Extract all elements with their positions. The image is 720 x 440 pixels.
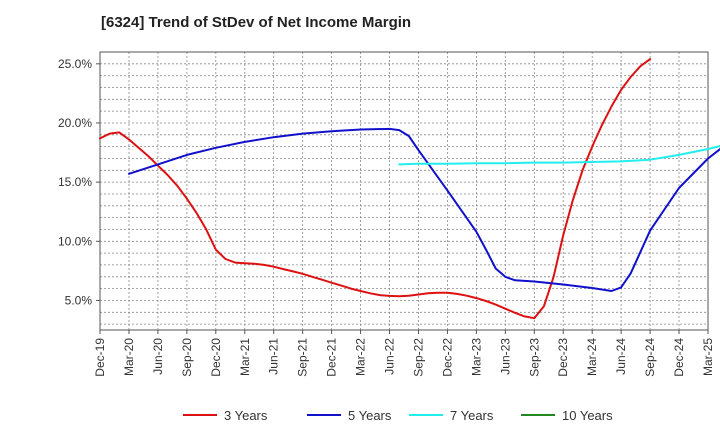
x-tick-label: Mar-23 <box>469 338 483 376</box>
legend-label: 5 Years <box>348 408 392 423</box>
x-tick-label: Sep-21 <box>296 338 310 377</box>
x-tick-label: Mar-22 <box>354 338 368 376</box>
x-tick-label: Jun-23 <box>498 338 512 375</box>
series-line-3-years <box>99 58 652 320</box>
x-tick-label: Dec-24 <box>672 338 686 377</box>
x-tick-label: Mar-24 <box>585 338 599 376</box>
x-tick-label: Dec-20 <box>209 338 223 377</box>
x-tick-label: Mar-20 <box>122 338 136 376</box>
x-tick-label: Sep-20 <box>180 338 194 377</box>
x-tick-label: Jun-24 <box>614 338 628 375</box>
legend-label: 10 Years <box>562 408 613 423</box>
chart-title: [6324] Trend of StDev of Net Income Marg… <box>101 14 412 31</box>
x-tick-label: Jun-22 <box>383 338 397 375</box>
y-tick-label: 25.0% <box>58 57 92 71</box>
y-tick-label: 10.0% <box>58 234 92 248</box>
series-line-5-years <box>128 127 720 292</box>
y-tick-label: 15.0% <box>58 175 92 189</box>
x-tick-label: Sep-24 <box>643 338 657 377</box>
plot-frame <box>99 51 709 331</box>
x-tick-label: Dec-21 <box>325 338 339 377</box>
series-line-7-years <box>398 145 720 166</box>
x-tick-label: Jun-20 <box>151 338 165 375</box>
x-tick-label: Dec-23 <box>556 338 570 377</box>
x-tick-label: Jun-21 <box>267 338 281 375</box>
x-tick-label: Mar-25 <box>701 338 715 376</box>
legend-label: 7 Years <box>450 408 494 423</box>
x-tick-label: Mar-21 <box>238 338 252 376</box>
x-tick-label: Sep-23 <box>527 338 541 377</box>
legend-label: 3 Years <box>224 408 268 423</box>
x-tick-label: Dec-19 <box>93 338 107 377</box>
x-tick-label: Sep-22 <box>411 338 425 377</box>
y-tick-label: 20.0% <box>58 116 92 130</box>
y-tick-label: 5.0% <box>65 293 93 307</box>
x-tick-label: Dec-22 <box>440 338 454 377</box>
